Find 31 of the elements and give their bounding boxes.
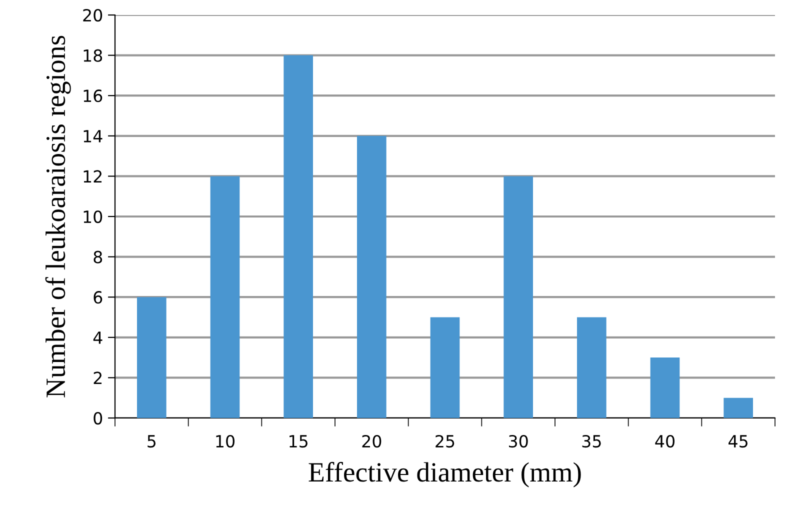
bar xyxy=(650,358,680,418)
bar xyxy=(577,317,606,418)
bar xyxy=(724,398,753,418)
bar xyxy=(504,176,533,418)
y-tick-label: 20 xyxy=(83,8,102,22)
x-tick-label: 45 xyxy=(728,435,748,448)
x-tick-label: 5 xyxy=(148,435,156,448)
bar xyxy=(357,136,386,418)
x-tick-label: 30 xyxy=(509,434,528,448)
y-tick-label: 10 xyxy=(84,210,102,224)
x-tick-label: 20 xyxy=(362,434,382,448)
x-tick-label: 25 xyxy=(436,434,454,448)
bar xyxy=(137,297,166,418)
y-tick-label: 18 xyxy=(84,49,102,62)
x-axis-title: Effective diameter (mm) xyxy=(308,462,581,488)
x-tick-label: 10 xyxy=(216,434,234,448)
bar xyxy=(210,176,240,418)
x-tick-label: 40 xyxy=(655,434,674,448)
y-tick-label: 2 xyxy=(94,372,102,384)
y-tick-label: 0 xyxy=(94,412,102,425)
y-tick-label: 16 xyxy=(84,90,102,102)
x-tick-label: 15 xyxy=(290,435,308,448)
y-tick-label: 8 xyxy=(94,250,102,264)
y-tick-label: 14 xyxy=(84,130,102,142)
y-tick-label: 6 xyxy=(94,291,102,304)
y-axis-title: Number of leukoaraiosis regions xyxy=(45,36,71,398)
bar xyxy=(284,55,313,418)
bar xyxy=(430,317,460,418)
y-tick-label: 12 xyxy=(84,170,102,183)
y-tick-label: 4 xyxy=(93,332,102,344)
x-tick-label: 35 xyxy=(582,434,601,448)
